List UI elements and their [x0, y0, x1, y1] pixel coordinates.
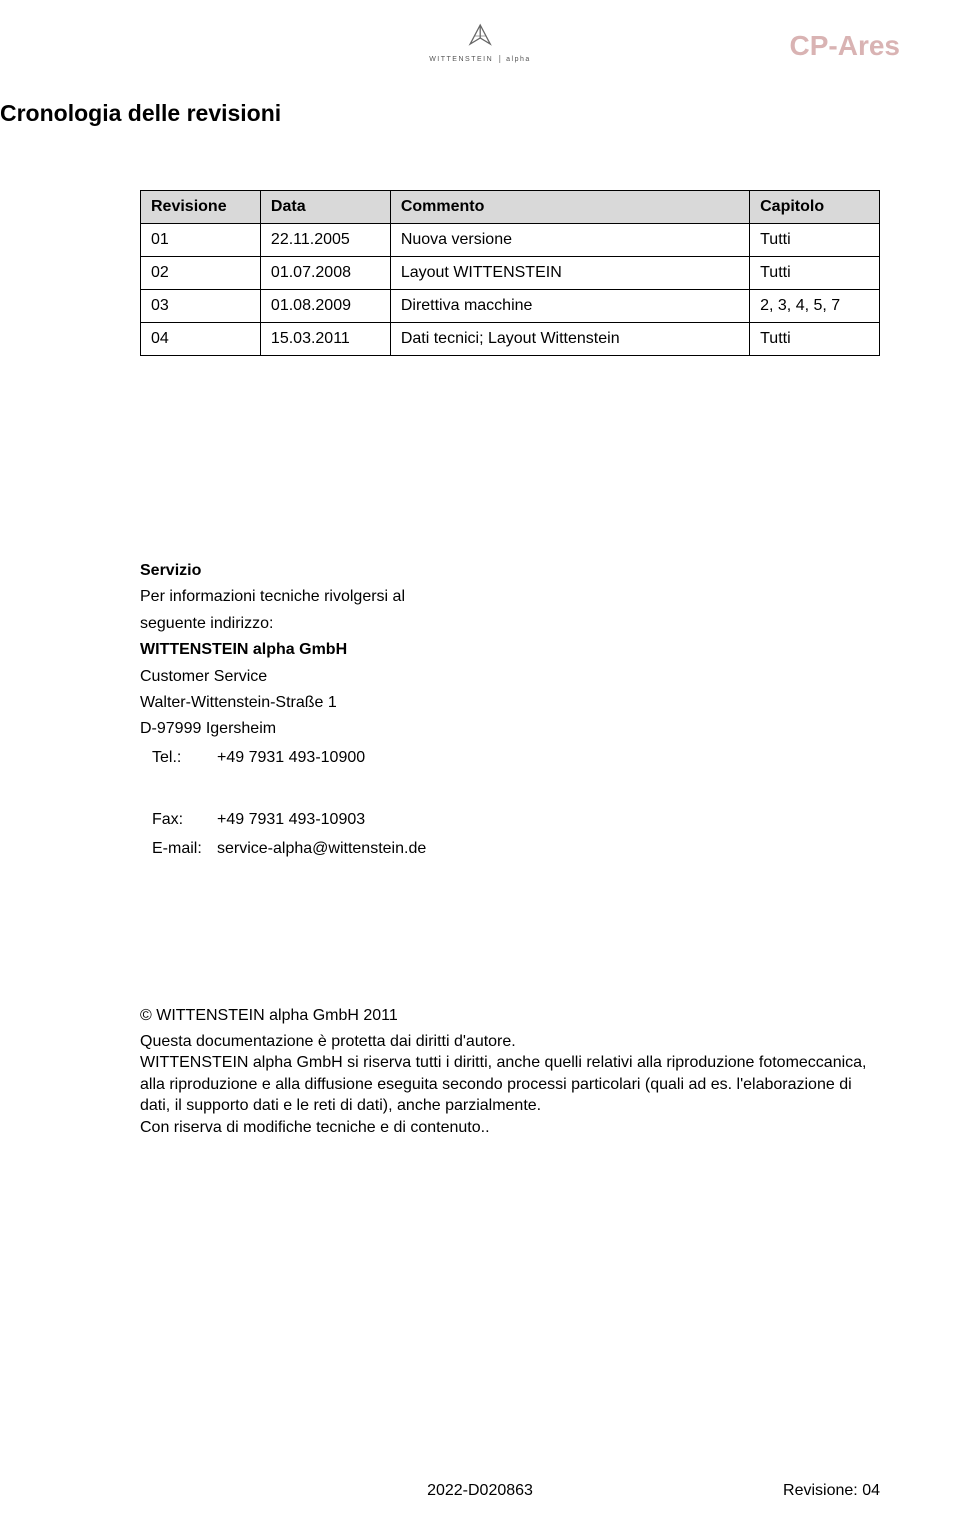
table-row: 01 22.11.2005 Nuova versione Tutti — [141, 224, 880, 257]
cell-commento: Dati tecnici; Layout Wittenstein — [390, 323, 749, 356]
service-tel-row: Tel.: +49 7931 493-10900 — [152, 747, 880, 769]
cell-revision: 01 — [141, 224, 261, 257]
copyright-line1: Questa documentazione è protetta dai dir… — [140, 1031, 880, 1053]
col-header-commento: Commento — [390, 191, 749, 224]
col-header-data: Data — [260, 191, 390, 224]
cell-capitolo: Tutti — [750, 224, 880, 257]
brand-sub: alpha — [506, 56, 531, 63]
copyright-last-line: Con riserva di modifiche tecniche e di c… — [140, 1117, 880, 1139]
cell-data: 22.11.2005 — [260, 224, 390, 257]
footer-revision: Revisione: 04 — [783, 1482, 880, 1500]
cell-capitolo: Tutti — [750, 323, 880, 356]
service-street: Walter-Wittenstein-Straße 1 — [140, 692, 880, 714]
service-company: WITTENSTEIN alpha GmbH — [140, 639, 880, 661]
cell-capitolo: Tutti — [750, 257, 880, 290]
cell-capitolo: 2, 3, 4, 5, 7 — [750, 290, 880, 323]
fax-value: +49 7931 493-10903 — [217, 809, 365, 831]
cell-revision: 04 — [141, 323, 261, 356]
cell-commento: Direttiva macchine — [390, 290, 749, 323]
col-header-revision: Revisione — [141, 191, 261, 224]
service-heading: Servizio — [140, 560, 880, 582]
service-section: Servizio Per informazioni tecniche rivol… — [140, 560, 880, 860]
document-page: WITTENSTEIN alpha CP-Ares Cronologia del… — [0, 0, 960, 1527]
copyright-section: © WITTENSTEIN alpha GmbH 2011 Questa doc… — [140, 1005, 880, 1139]
cell-data: 01.07.2008 — [260, 257, 390, 290]
logo-text: WITTENSTEIN alpha — [429, 55, 531, 63]
fax-label: Fax: — [152, 809, 217, 831]
copyright-body: WITTENSTEIN alpha GmbH si riserva tutti … — [140, 1052, 880, 1117]
service-email-row: E-mail: service-alpha@wittenstein.de — [152, 838, 880, 860]
revision-table: Revisione Data Commento Capitolo 01 22.1… — [140, 190, 880, 356]
table-row: 04 15.03.2011 Dati tecnici; Layout Witte… — [141, 323, 880, 356]
copyright-bold-lead: WITTENSTEIN alpha GmbH — [140, 1054, 343, 1071]
table-header-row: Revisione Data Commento Capitolo — [141, 191, 880, 224]
brand-divider — [499, 55, 500, 63]
logo-icon — [460, 22, 500, 52]
cell-data: 01.08.2009 — [260, 290, 390, 323]
tel-label: Tel.: — [152, 747, 217, 769]
service-intro-line1: Per informazioni tecniche rivolgersi al — [140, 586, 880, 608]
service-fax-row: Fax: +49 7931 493-10903 — [152, 809, 880, 831]
service-dept: Customer Service — [140, 666, 880, 688]
brand-name: WITTENSTEIN — [429, 56, 493, 63]
email-value: service-alpha@wittenstein.de — [217, 838, 426, 860]
cell-revision: 02 — [141, 257, 261, 290]
cell-revision: 03 — [141, 290, 261, 323]
tel-value: +49 7931 493-10900 — [217, 747, 365, 769]
service-city: D-97999 Igersheim — [140, 718, 880, 740]
product-watermark: CP-Ares — [790, 30, 900, 62]
email-label: E-mail: — [152, 838, 217, 860]
table-row: 03 01.08.2009 Direttiva macchine 2, 3, 4… — [141, 290, 880, 323]
page-title: Cronologia delle revisioni — [0, 100, 281, 127]
col-header-capitolo: Capitolo — [750, 191, 880, 224]
table-row: 02 01.07.2008 Layout WITTENSTEIN Tutti — [141, 257, 880, 290]
cell-commento: Nuova versione — [390, 224, 749, 257]
brand-logo: WITTENSTEIN alpha — [429, 22, 531, 63]
service-intro-line2: seguente indirizzo: — [140, 613, 880, 635]
footer-doc-number: 2022-D020863 — [427, 1482, 533, 1500]
cell-commento: Layout WITTENSTEIN — [390, 257, 749, 290]
cell-data: 15.03.2011 — [260, 323, 390, 356]
copyright-heading: © WITTENSTEIN alpha GmbH 2011 — [140, 1005, 880, 1027]
